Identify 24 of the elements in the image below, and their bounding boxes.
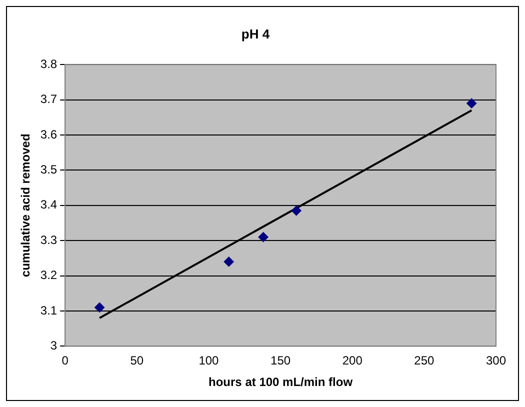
x-tick-label: 150: [270, 354, 291, 368]
y-tick-label: 3: [50, 338, 58, 353]
y-tick-label: 3.5: [40, 162, 58, 177]
point: [224, 256, 234, 267]
point: [94, 302, 105, 312]
x-tick-label: 0: [62, 354, 69, 368]
x-tick-label: 200: [342, 354, 363, 368]
y-tick-label: 3.7: [40, 92, 58, 106]
y-tick-label: 3.1: [40, 303, 58, 318]
x-tick-label: 50: [130, 354, 144, 368]
point: [258, 232, 268, 242]
y-tick-label: 3.6: [40, 127, 58, 142]
point: [466, 98, 477, 108]
y-tick-label: 3.8: [40, 56, 58, 71]
y-tick-label: 3.2: [40, 268, 58, 282]
x-axis-title: hours at 100 mL/min flow: [208, 375, 354, 390]
x-tick-label: 100: [198, 354, 220, 368]
point: [291, 206, 302, 216]
y-tick-label: 3.4: [40, 198, 58, 212]
y-axis-title: cumulative acid removed: [18, 134, 33, 278]
x-tick-label: 250: [414, 354, 435, 368]
chart-title: pH 4: [241, 26, 270, 42]
x-tick-label: 300: [486, 354, 506, 368]
y-tick-label: 3.3: [40, 232, 58, 247]
